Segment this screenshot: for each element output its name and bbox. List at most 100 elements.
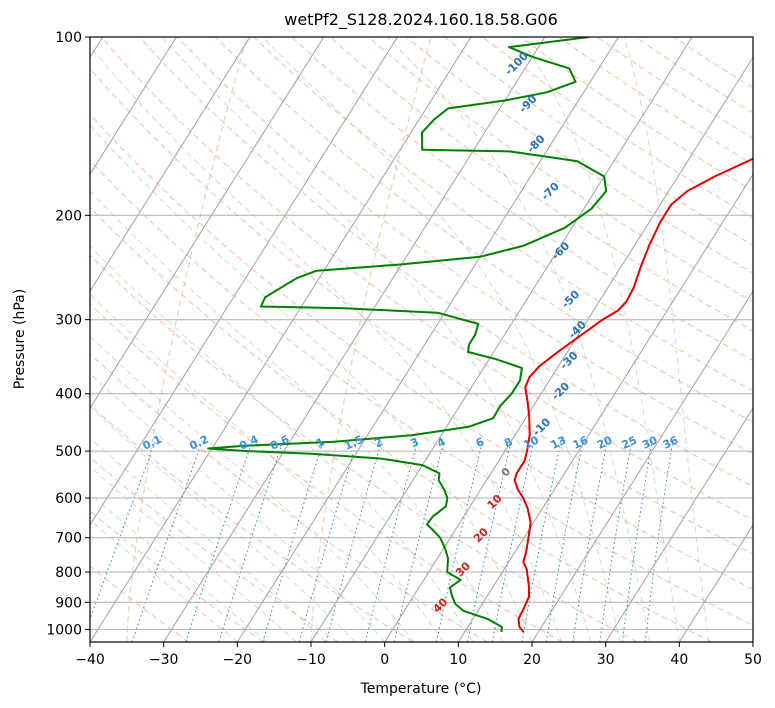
dry-adiabat [90, 159, 753, 627]
y-tick-label: 200 [55, 208, 82, 224]
mixing-ratio-label: 36 [661, 433, 681, 451]
moist-adiabat [90, 406, 356, 642]
dewpoint-series [207, 37, 608, 633]
dry-adiabat-label: -30 [557, 349, 580, 372]
curved-isotherm-lines [126, 37, 432, 642]
mixing-ratio-label: 1.5 [342, 433, 365, 453]
mixing-ratio-line [572, 441, 608, 642]
dry-adiabat [252, 37, 753, 392]
dry-adiabat [90, 510, 264, 642]
x-tick-label: 30 [597, 652, 615, 668]
chart-title: wetPf2_S128.2024.160.18.58.G06 [284, 10, 558, 30]
dry-adiabat [90, 68, 753, 555]
moist-adiabat [90, 45, 562, 642]
x-tick-label: −30 [149, 652, 179, 668]
moist-adiabat [90, 493, 268, 642]
mixing-ratio-label: 4 [435, 435, 448, 450]
skewed-isotherm [90, 37, 472, 642]
x-tick-label: −10 [296, 652, 326, 668]
dry-adiabat [90, 404, 414, 642]
moist-adiabat [90, 189, 503, 642]
mixing-ratio-label: 6 [474, 435, 487, 450]
y-tick-label: 900 [55, 595, 82, 611]
moist-adiabat [90, 372, 386, 642]
skewed-isotherm [678, 524, 753, 642]
dry-adiabat-label: -90 [516, 92, 539, 115]
skewed-isotherm [605, 407, 753, 642]
skewed-isotherm [752, 641, 753, 642]
mixing-ratio-line [599, 441, 633, 642]
mixing-ratio-line [298, 441, 358, 642]
y-axis-ticks: 100 200 300 400 500 600 700 800 900 1000 [46, 30, 90, 638]
mixing-ratio-label: 0.1 [141, 433, 164, 453]
series-layer [207, 37, 753, 633]
mixing-ratio-label: 25 [620, 434, 639, 452]
mixing-ratio-line [467, 441, 512, 642]
plot-frame [89, 36, 754, 643]
x-tick-label: 10 [449, 652, 467, 668]
skewed-isotherm [531, 290, 753, 642]
moist-adiabat [386, 37, 651, 642]
mixing-ratio-line [621, 441, 653, 642]
dry-adiabat [634, 37, 753, 114]
skewed-isotherm [310, 37, 693, 642]
dry-adiabat [558, 37, 753, 165]
skewed-isotherm [90, 37, 325, 410]
mixing-ratio-label: 10 [522, 433, 542, 451]
mixing-ratio-line [185, 441, 253, 642]
moist-adiabat [161, 37, 592, 642]
x-tick-label: 20 [523, 652, 541, 668]
dry-adiabat-lines [90, 37, 753, 642]
x-tick-label: 50 [744, 652, 762, 668]
moist-adiabat [90, 124, 533, 642]
dry-adiabat [90, 353, 488, 642]
mixing-ratio-line [644, 441, 674, 642]
dry-adiabat-label: -70 [539, 180, 562, 203]
dry-adiabat-label: 40 [430, 595, 450, 615]
dry-adiabat [367, 37, 753, 303]
dry-adiabat-label: -50 [559, 288, 582, 311]
moist-adiabat [519, 37, 680, 642]
moist-adiabat-lines [90, 37, 710, 642]
skewed-isotherm [90, 37, 398, 526]
moist-adiabat [90, 335, 415, 642]
dry-adiabat [100, 37, 753, 521]
dry-adiabat [443, 37, 753, 246]
moist-adiabat [90, 293, 445, 642]
dry-adiabat-label: -80 [524, 132, 547, 155]
dry-adiabat [138, 37, 753, 488]
mixing-ratio-label: 30 [640, 433, 660, 451]
dry-adiabat [214, 37, 753, 423]
y-axis-label: Pressure (hPa) [12, 289, 28, 389]
dry-adiabat [90, 254, 638, 642]
mixing-ratio-line [435, 441, 484, 642]
y-tick-label: 500 [55, 444, 82, 460]
dry-adiabat [405, 37, 753, 274]
dry-adiabat-label: 20 [471, 525, 491, 545]
dry-adiabat [90, 565, 190, 642]
mixing-ratio-label: 0.2 [187, 433, 210, 453]
skewed-isotherm [236, 37, 619, 642]
dry-adiabat [481, 37, 753, 219]
dry-adiabat-label: 10 [485, 492, 505, 512]
y-tick-label: 400 [55, 387, 82, 403]
dry-adiabat [90, 113, 753, 590]
skewed-isotherm [457, 173, 753, 642]
dry-adiabat-label: -20 [549, 379, 572, 402]
y-tick-label: 600 [55, 491, 82, 507]
mixing-ratio-label: 0.6 [268, 433, 291, 453]
moist-adiabat [90, 519, 238, 642]
dry-adiabat [291, 37, 753, 362]
isobar-gridlines [90, 37, 753, 630]
curved-isotherm [310, 37, 432, 642]
mixing-ratio-line [218, 441, 284, 642]
y-tick-label: 300 [55, 313, 82, 329]
dry-adiabat [519, 37, 753, 192]
skewed-isotherm [163, 37, 546, 642]
dry-adiabat [90, 206, 712, 642]
moist-adiabat [261, 37, 621, 642]
x-tick-label: 0 [380, 652, 389, 668]
y-tick-label: 1000 [46, 622, 82, 638]
curved-isotherm [126, 37, 248, 642]
